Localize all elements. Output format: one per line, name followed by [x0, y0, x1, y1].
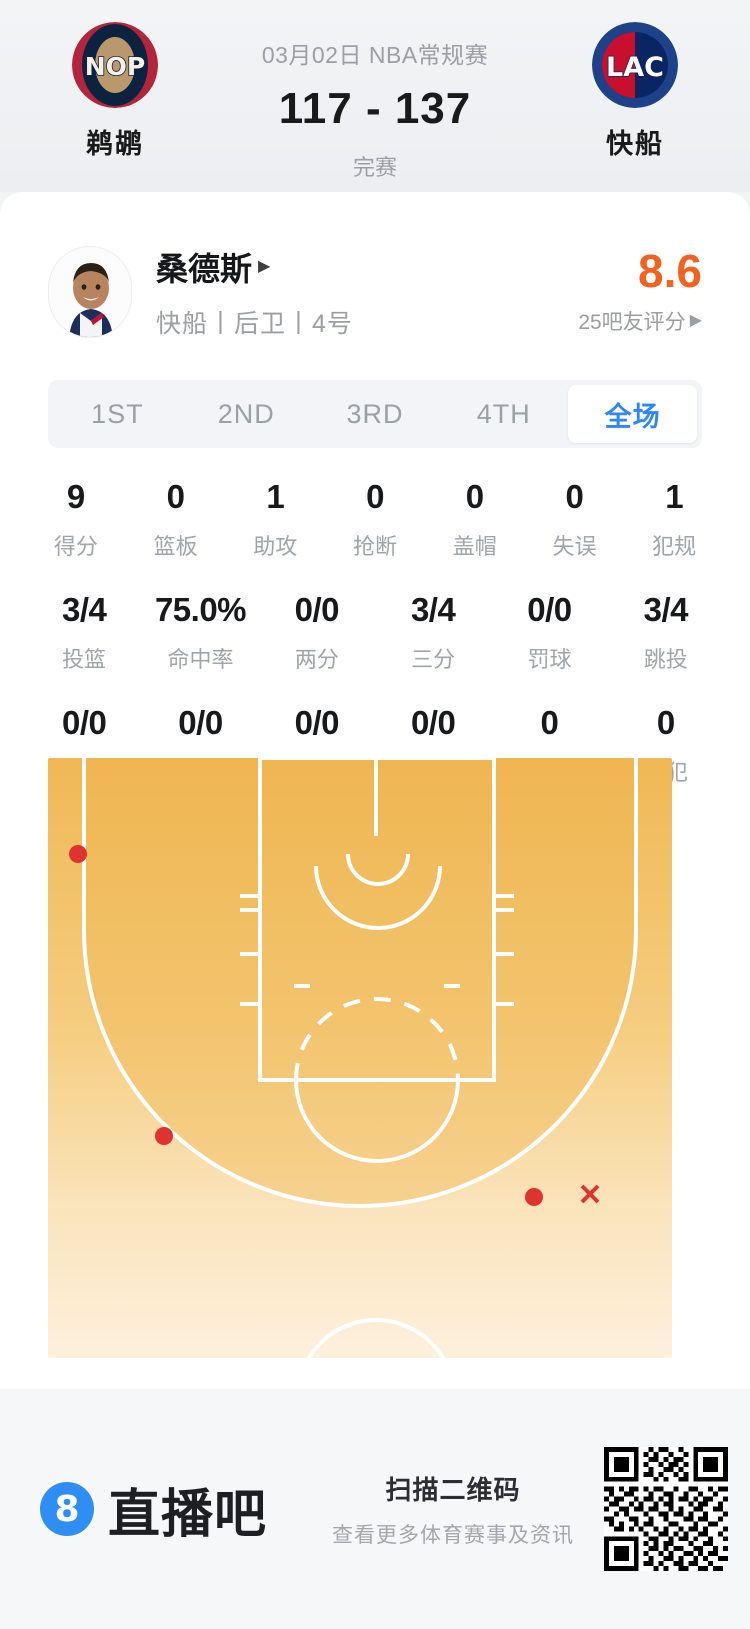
stats-row-basic: 9 得分 0 篮板 1 助攻 0 抢断 0 盖帽 — [26, 478, 724, 561]
lac-logo-icon: LAC — [592, 22, 678, 108]
stat-value: 0 — [465, 478, 484, 515]
tab-1st[interactable]: 1ST — [91, 398, 144, 429]
stat-label: 助攻 — [253, 534, 298, 559]
stat-label: 命中率 — [167, 647, 234, 672]
stat-threepoint: 3/4 三分 — [375, 591, 491, 674]
stat-label: 盖帽 — [452, 534, 497, 559]
stat-value: 0 — [656, 704, 675, 741]
footer: 8 直播吧 扫描二维码 查看更多体育赛事及资讯 — [0, 1389, 750, 1629]
tab-2nd[interactable]: 2ND — [217, 398, 275, 429]
stat-value: 1 — [266, 478, 285, 515]
player-name-row[interactable]: 桑德斯 ▶ — [156, 244, 578, 290]
stat-points: 9 得分 — [26, 478, 126, 561]
stat-value: 0/0 — [294, 591, 340, 628]
stat-steals: 0 抢断 — [325, 478, 425, 561]
stats-row-shooting: 3/4 投篮 75.0% 命中率 0/0 两分 3/4 三分 0/0 罚球 — [26, 591, 724, 674]
qr-text: 扫描二维码 查看更多体育赛事及资讯 — [332, 1470, 574, 1549]
stat-label: 失误 — [552, 534, 597, 559]
match-summary: 03月02日 NBA常规赛 117 - 137 完赛 — [230, 22, 520, 182]
rating-label-row: 25吧友评分 ▶ — [578, 306, 702, 336]
player-avatar[interactable] — [48, 246, 132, 338]
qr-subtitle: 查看更多体育赛事及资讯 — [332, 1523, 574, 1547]
svg-text:LAC: LAC — [606, 52, 664, 83]
shot-marker-made — [525, 1188, 543, 1206]
stat-label: 两分 — [294, 647, 339, 672]
stat-value: 0/0 — [61, 704, 107, 741]
stat-label: 得分 — [53, 534, 98, 559]
stat-value: 0/0 — [178, 704, 223, 741]
shot-marker-made — [69, 845, 87, 863]
shot-marker-made — [155, 1127, 173, 1145]
stat-value: 75.0% — [154, 591, 247, 628]
stat-value: 3/4 — [61, 591, 107, 628]
stat-label: 跳投 — [643, 647, 688, 672]
qr-block: 扫描二维码 查看更多体育赛事及资讯 — [332, 1447, 728, 1571]
stat-value: 0 — [166, 478, 185, 515]
stat-value: 0 — [366, 478, 384, 515]
stat-value: 0 — [540, 704, 559, 741]
final-score: 117 - 137 — [278, 84, 472, 133]
stat-value: 3/4 — [410, 591, 456, 628]
rating-block[interactable]: 8.6 25吧友评分 ▶ — [578, 248, 702, 336]
stat-rebounds: 0 篮板 — [126, 478, 226, 561]
stat-jumpshot: 3/4 跳投 — [608, 591, 724, 674]
period-tabs: 1ST 2ND 3RD 4TH 全场 — [48, 380, 702, 448]
stat-label: 犯规 — [652, 534, 697, 559]
stat-assists: 1 助攻 — [225, 478, 325, 561]
nop-logo-icon: NOP — [72, 22, 158, 108]
brand-logo[interactable]: 8 直播吧 — [40, 1472, 267, 1547]
stat-value: 0/0 — [294, 704, 340, 741]
stat-value: 0/0 — [527, 591, 572, 628]
tab-4th[interactable]: 4TH — [476, 398, 531, 429]
stat-label: 抢断 — [353, 534, 398, 559]
stat-fg-percent: 75.0% 命中率 — [142, 591, 258, 674]
stat-label: 罚球 — [527, 647, 572, 672]
stat-value: 0/0 — [410, 704, 456, 741]
player-card: 桑德斯 ▶ 快船丨后卫丨4号 8.6 25吧友评分 ▶ 1ST 2ND 3RD … — [0, 192, 750, 1531]
stats-grid: 9 得分 0 篮板 1 助攻 0 抢断 0 盖帽 — [0, 478, 750, 787]
player-header: 桑德斯 ▶ 快船丨后卫丨4号 8.6 25吧友评分 ▶ — [0, 192, 750, 340]
stat-value: 3/4 — [643, 591, 689, 628]
stat-fouls: 1 犯规 — [624, 478, 724, 561]
league-line: 03月02日 NBA常规赛 — [261, 42, 489, 68]
tab-3rd[interactable]: 3RD — [346, 398, 404, 429]
stat-value: 9 — [66, 478, 85, 515]
player-info: 桑德斯 ▶ 快船丨后卫丨4号 — [156, 244, 578, 340]
brand-name: 直播吧 — [108, 1485, 268, 1544]
stat-value: 1 — [665, 478, 684, 515]
stat-blocks: 0 盖帽 — [425, 478, 525, 561]
rating-value: 8.6 — [638, 245, 702, 297]
player-name: 桑德斯 — [156, 251, 253, 287]
brand-badge-icon: 8 — [40, 1482, 94, 1536]
shot-chart[interactable] — [48, 758, 672, 1358]
home-team[interactable]: NOP 鹈鹕 — [0, 22, 230, 161]
qr-code-icon[interactable] — [604, 1447, 728, 1571]
stat-freethrow: 0/0 罚球 — [491, 591, 607, 674]
chevron-right-small-icon: ▶ — [689, 312, 702, 329]
stat-turnovers: 0 失误 — [525, 478, 625, 561]
match-status: 完赛 — [352, 155, 397, 180]
stat-fieldgoals: 3/4 投篮 — [26, 591, 142, 674]
svg-text:NOP: NOP — [85, 52, 146, 81]
scoreboard: NOP 鹈鹕 03月02日 NBA常规赛 117 - 137 完赛 LAC 快船 — [0, 0, 750, 192]
shot-marker-missed — [580, 1184, 600, 1204]
tab-full-game[interactable]: 全场 — [568, 385, 697, 443]
stat-label: 篮板 — [153, 534, 198, 559]
rating-label: 25吧友评分 — [578, 311, 686, 334]
stat-value: 0 — [565, 478, 584, 515]
away-team-name: 快船 — [606, 129, 664, 159]
stat-label: 三分 — [411, 647, 456, 672]
stat-twopoint: 0/0 两分 — [259, 591, 375, 674]
away-team[interactable]: LAC 快船 — [520, 22, 750, 161]
player-meta: 快船丨后卫丨4号 — [156, 310, 353, 338]
home-team-name: 鹈鹕 — [86, 129, 144, 159]
stat-label: 投篮 — [62, 647, 107, 672]
qr-title: 扫描二维码 — [385, 1474, 521, 1505]
chevron-right-icon: ▶ — [258, 258, 271, 275]
